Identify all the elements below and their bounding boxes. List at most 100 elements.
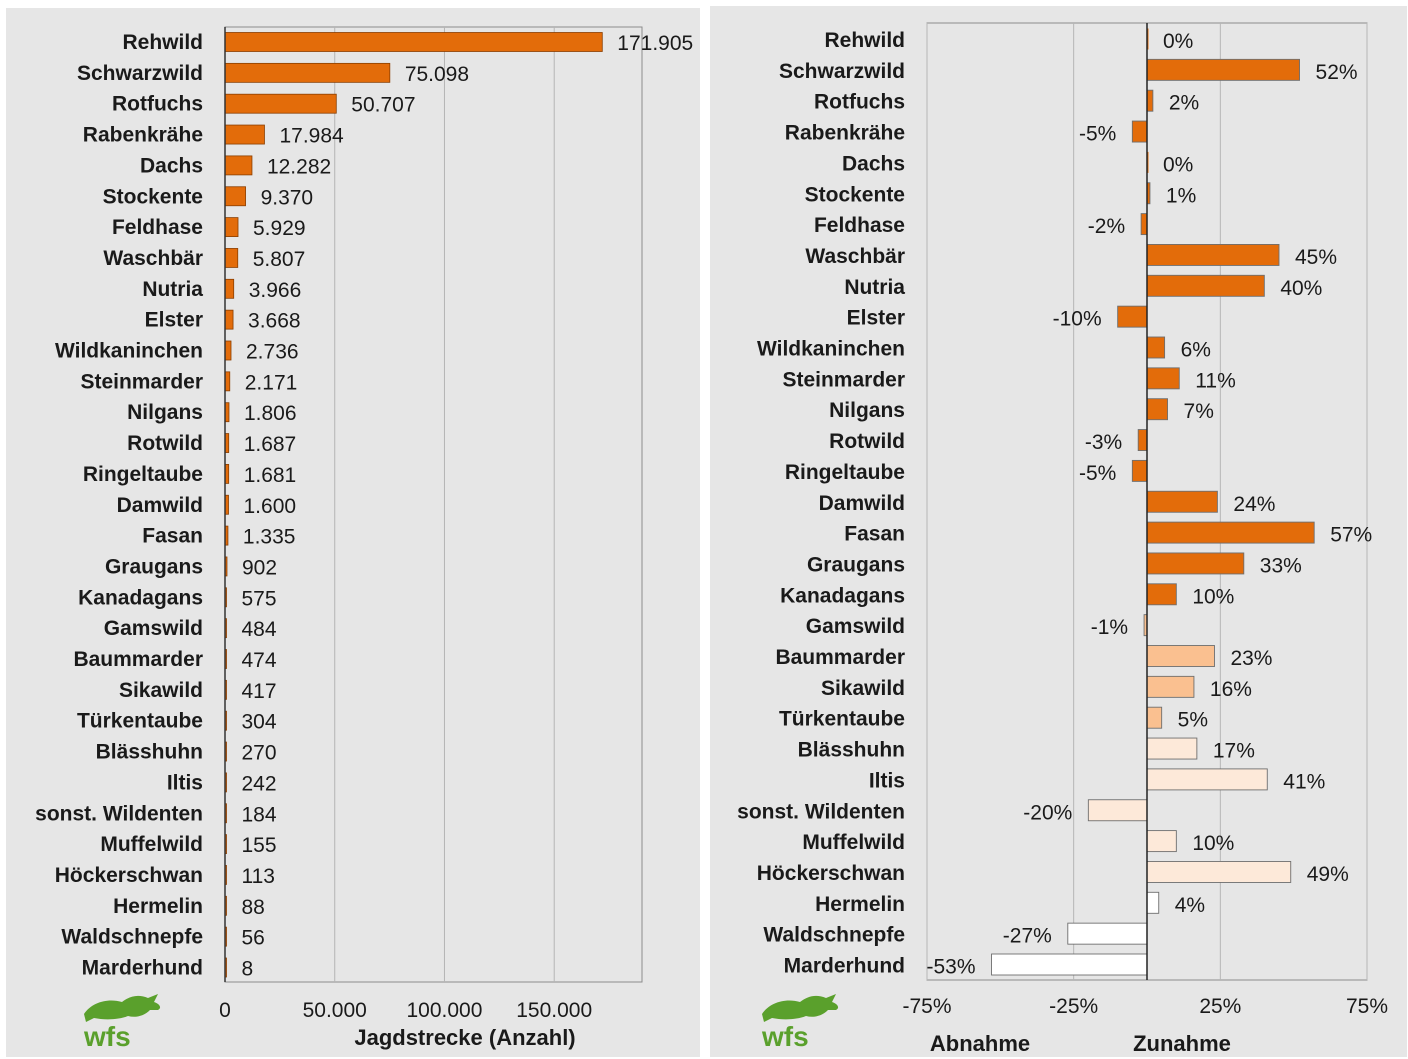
right-category-label: Türkentaube bbox=[779, 708, 905, 731]
left-category-label: Schwarzwild bbox=[77, 62, 203, 85]
right-category-label: Fasan bbox=[844, 523, 905, 546]
right-bar-graugans bbox=[1146, 552, 1245, 575]
right-category-label: Damwild bbox=[819, 492, 905, 515]
right-bar-rotfuchs bbox=[1146, 89, 1154, 112]
left-category-label: Gamswild bbox=[104, 617, 203, 640]
right-value-label: 10% bbox=[1192, 585, 1234, 608]
left-value-label: 171.905 bbox=[617, 32, 693, 55]
right-category-label: sonst. Wildenten bbox=[737, 800, 905, 823]
right-bar-iltis bbox=[1146, 768, 1268, 791]
left-value-label: 474 bbox=[242, 649, 277, 672]
right-bar-marderhund bbox=[991, 953, 1148, 976]
left-plot-area bbox=[224, 26, 643, 983]
right-bar-türkentaube bbox=[1146, 706, 1163, 729]
left-bar-nutria bbox=[224, 278, 235, 299]
left-category-label: Nilgans bbox=[127, 401, 203, 424]
right-bar-damwild bbox=[1146, 490, 1218, 513]
left-category-label: Rabenkrähe bbox=[83, 124, 203, 147]
left-category-label: Steinmarder bbox=[80, 370, 203, 393]
right-category-label: Blässhuhn bbox=[798, 739, 905, 762]
left-value-label: 2.736 bbox=[246, 341, 299, 364]
left-category-label: sonst. Wildenten bbox=[35, 802, 203, 825]
left-x-tick-label: 0 bbox=[219, 999, 231, 1022]
left-bar-rabenkrähe bbox=[224, 124, 265, 145]
left-category-label: Ringeltaube bbox=[83, 463, 203, 486]
logo-text: wfs bbox=[83, 1021, 131, 1052]
left-value-label: 575 bbox=[242, 587, 277, 610]
right-value-label: -53% bbox=[927, 956, 976, 979]
right-value-label: 0% bbox=[1163, 30, 1193, 53]
right-value-label: -1% bbox=[1091, 616, 1128, 639]
right-bar-wildkaninchen bbox=[1146, 336, 1166, 359]
right-category-label: Nilgans bbox=[829, 399, 905, 422]
left-category-label: Rotfuchs bbox=[112, 93, 203, 116]
right-bar-rabenkrähe bbox=[1131, 120, 1148, 143]
left-bar-feldhase bbox=[224, 217, 239, 238]
left-value-label: 484 bbox=[242, 618, 277, 641]
right-category-label: Kanadagans bbox=[780, 584, 905, 607]
right-value-label: 24% bbox=[1233, 493, 1275, 516]
left-category-label: Wildkaninchen bbox=[55, 340, 203, 363]
right-value-label: -20% bbox=[1023, 801, 1072, 824]
left-x-tick-label: 150.000 bbox=[516, 999, 592, 1022]
right-bar-hermelin bbox=[1146, 891, 1160, 914]
left-x-tick-label: 100.000 bbox=[407, 999, 483, 1022]
right-bar-waldschnepfe bbox=[1067, 922, 1148, 945]
left-value-label: 5.929 bbox=[253, 217, 306, 240]
right-value-label: 40% bbox=[1280, 277, 1322, 300]
left-category-label: Muffelwild bbox=[100, 833, 203, 856]
right-bar-sonst-wildenten bbox=[1087, 799, 1148, 822]
left-category-label: Höckerschwan bbox=[55, 864, 203, 887]
right-x-tick-label: 25% bbox=[1199, 995, 1241, 1018]
left-value-label: 242 bbox=[242, 772, 277, 795]
right-value-label: 1% bbox=[1166, 184, 1196, 207]
right-bar-schwarzwild bbox=[1146, 58, 1300, 81]
left-category-label: Waldschnepfe bbox=[61, 926, 203, 949]
left-category-label: Stockente bbox=[103, 185, 203, 208]
left-category-label: Hermelin bbox=[113, 895, 203, 918]
right-category-label: Muffelwild bbox=[802, 831, 905, 854]
right-bar-fasan bbox=[1146, 521, 1315, 544]
right-value-label: -3% bbox=[1085, 431, 1122, 454]
right-value-label: 23% bbox=[1230, 647, 1272, 670]
left-category-label: Iltis bbox=[167, 771, 203, 794]
left-category-label: Türkentaube bbox=[77, 710, 203, 733]
right-category-label: Dachs bbox=[842, 152, 905, 175]
right-value-label: 52% bbox=[1316, 61, 1358, 84]
right-category-label: Graugans bbox=[807, 553, 905, 576]
right-category-label: Elster bbox=[847, 307, 905, 330]
right-category-label: Rabenkrähe bbox=[785, 122, 905, 145]
right-category-label: Feldhase bbox=[814, 214, 905, 237]
left-value-label: 1.600 bbox=[244, 495, 297, 518]
right-value-label: 5% bbox=[1178, 709, 1208, 732]
right-value-label: 10% bbox=[1192, 832, 1234, 855]
right-bar-nutria bbox=[1146, 274, 1265, 297]
left-bar-rotfuchs bbox=[224, 93, 337, 114]
left-value-label: 75.098 bbox=[405, 63, 469, 86]
right-value-label: -27% bbox=[1003, 925, 1052, 948]
right-category-label: Waldschnepfe bbox=[763, 924, 905, 947]
left-bar-wildkaninchen bbox=[224, 340, 232, 361]
right-value-label: 11% bbox=[1195, 369, 1235, 392]
right-category-label: Steinmarder bbox=[782, 368, 905, 391]
right-x-tick-label: 75% bbox=[1346, 995, 1388, 1018]
left-value-label: 270 bbox=[242, 742, 277, 765]
right-category-label: Hermelin bbox=[815, 893, 905, 916]
left-value-label: 1.806 bbox=[244, 402, 297, 425]
left-value-label: 2.171 bbox=[245, 371, 298, 394]
left-category-label: Graugans bbox=[105, 555, 203, 578]
right-bar-elster bbox=[1117, 305, 1148, 328]
right-value-label: 41% bbox=[1283, 770, 1325, 793]
left-value-label: 1.335 bbox=[243, 526, 296, 549]
right-bar-kanadagans bbox=[1146, 583, 1177, 606]
left-value-label: 184 bbox=[242, 803, 277, 826]
left-bar-stockente bbox=[224, 186, 246, 207]
right-value-label: 16% bbox=[1210, 678, 1252, 701]
right-value-label: -2% bbox=[1088, 215, 1125, 238]
left-category-label: Marderhund bbox=[82, 957, 203, 980]
right-category-label: Iltis bbox=[869, 769, 905, 792]
left-category-label: Sikawild bbox=[119, 679, 203, 702]
right-bar-sikawild bbox=[1146, 675, 1195, 698]
right-bar-rotwild bbox=[1137, 429, 1148, 451]
